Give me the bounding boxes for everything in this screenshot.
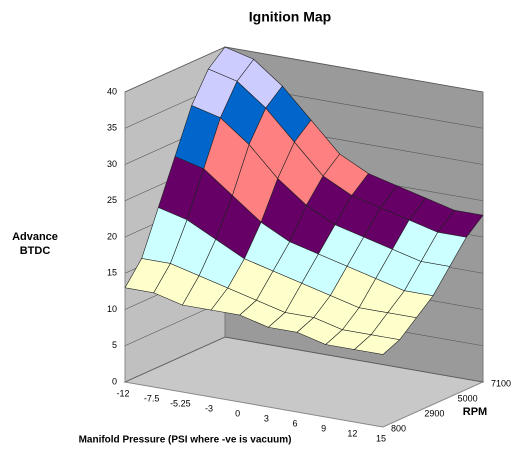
x-tick-label: -7.5	[144, 393, 160, 403]
x-tick-label: -12	[116, 388, 129, 398]
x-tick-label: -5.25	[170, 398, 191, 408]
x-tick-label: 15	[376, 433, 386, 443]
depth-tick-label: 2900	[424, 408, 444, 418]
z-tick-label: 20	[107, 231, 117, 241]
x-tick-label: 0	[235, 408, 240, 418]
depth-axis-label: RPM	[463, 406, 487, 418]
x-tick-label: 6	[292, 418, 297, 428]
z-tick-label: 0	[112, 376, 117, 386]
z-tick-label: 5	[112, 340, 117, 350]
grid-line	[124, 336, 484, 383]
depth-tick-label: 7100	[491, 378, 511, 388]
x-tick-label: 3	[264, 413, 269, 423]
z-axis-label: Advance BTDC	[12, 231, 58, 257]
x-axis-label: Manifold Pressure (PSI where -ve is vacu…	[79, 435, 292, 446]
x-tick-label: 12	[347, 428, 357, 438]
z-tick-label: 30	[107, 159, 117, 169]
x-tick-label: -3	[205, 403, 213, 413]
x-tick-label: 9	[321, 423, 326, 433]
z-tick-label: 40	[107, 86, 117, 96]
z-tick-label: 15	[107, 268, 117, 278]
depth-tick-label: 800	[391, 423, 406, 433]
surface-patch	[124, 258, 171, 294]
z-tick-label: 35	[107, 123, 117, 133]
z-tick-label: 10	[107, 304, 117, 314]
chart-title: Ignition Map	[249, 9, 331, 25]
z-tick-label: 25	[107, 195, 117, 205]
depth-tick-label: 5000	[458, 393, 478, 403]
